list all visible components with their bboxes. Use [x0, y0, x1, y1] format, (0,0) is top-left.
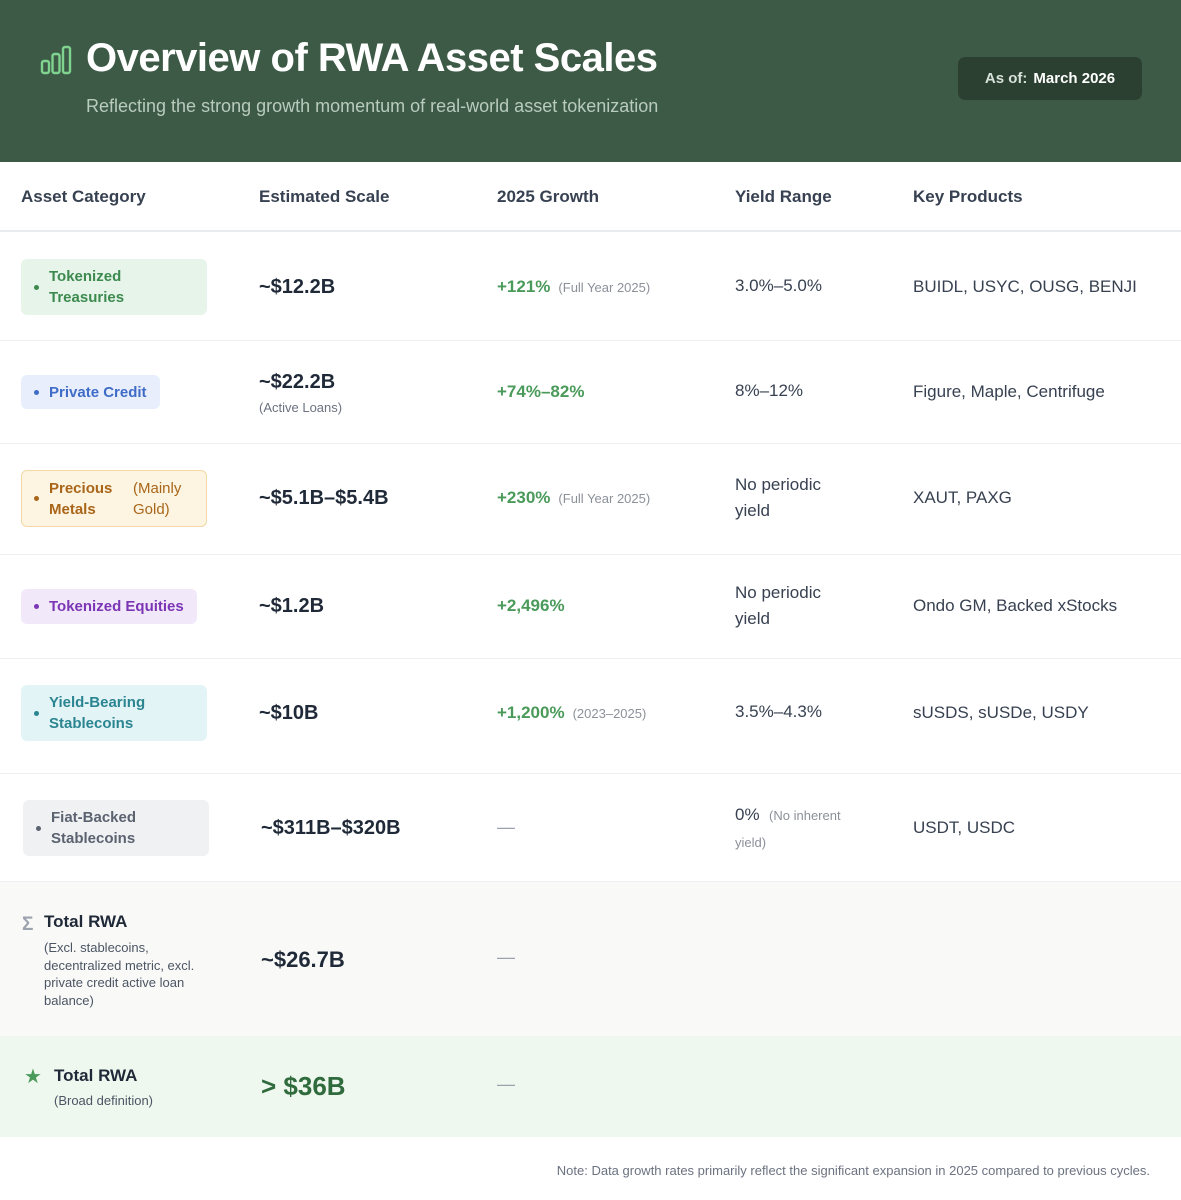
key-products: sUSDS, sUSDe, USDY: [913, 703, 1089, 722]
table-header: Asset Category Estimated Scale 2025 Grow…: [0, 162, 1181, 232]
column-header-asset-category: Asset Category: [21, 187, 146, 206]
growth-note: (Full Year 2025): [558, 280, 651, 295]
yield-range: 3.0%–5.0%: [735, 276, 822, 295]
total-scale: > $36B: [261, 1071, 346, 1101]
category-label: Tokenized Treasuries: [49, 268, 125, 306]
total-note: (Excl. stablecoins, decentralized metric…: [44, 940, 195, 1008]
category-badge: Private Credit: [21, 375, 160, 409]
bar-chart-icon: [40, 45, 72, 75]
growth-percent: +1,200%: [497, 703, 565, 722]
bullet-icon: [34, 389, 39, 395]
yield-range: No periodic yield: [735, 583, 821, 628]
table-row: Fiat-Backed Stablecoins ~$311B–$320B — 0…: [0, 774, 1181, 882]
scale-note: (Active Loans): [259, 400, 343, 415]
growth-value: +2,496%: [497, 596, 565, 616]
bullet-icon: [34, 284, 39, 290]
growth-percent: +121%: [497, 277, 551, 296]
table-row: Tokenized Equities ~$1.2B +2,496% No per…: [0, 555, 1181, 659]
scale-value: ~$10B: [259, 702, 319, 724]
category-label: Fiat-Backed Stablecoins: [51, 809, 137, 847]
yield-value: 0%: [735, 805, 760, 824]
table-row: Tokenized Treasuries ~$12.2B +121% (Full …: [0, 233, 1181, 341]
growth-empty: —: [497, 817, 515, 837]
total-growth-empty: —: [497, 947, 515, 967]
yield-range: No periodic yield: [735, 475, 821, 520]
total-note: (Broad definition): [54, 1093, 153, 1108]
category-label: Yield-Bearing Stablecoins: [49, 694, 146, 732]
bullet-icon: [34, 710, 39, 716]
total-growth-empty: —: [497, 1074, 515, 1094]
total-row-broad: ★ Total RWA (Broad definition) > $36B —: [0, 1036, 1181, 1137]
key-products: Ondo GM, Backed xStocks: [913, 596, 1118, 615]
category-label: Private Credit: [49, 383, 147, 401]
table-row: Private Credit ~$22.2B (Active Loans) +7…: [0, 341, 1181, 444]
growth-percent: +230%: [497, 488, 551, 507]
key-products: USDT, USDC: [913, 818, 1016, 837]
growth-value: +230% (Full Year 2025): [497, 488, 650, 508]
category-badge: Fiat-Backed Stablecoins: [23, 800, 209, 856]
total-label: Total RWA: [44, 912, 128, 931]
growth-percent: +2,496%: [497, 596, 565, 615]
scale-value: ~$22.2B: [259, 371, 336, 393]
growth-value: +121% (Full Year 2025): [497, 277, 650, 297]
category-badge: Tokenized Treasuries: [21, 259, 207, 315]
column-header-estimated-scale: Estimated Scale: [259, 187, 390, 206]
page-subtitle: Reflecting the strong growth momentum of…: [86, 96, 659, 116]
scale-value: ~$1.2B: [259, 595, 325, 617]
yield-note: (No inherent yield): [735, 808, 841, 850]
as-of-value: March 2026: [1033, 70, 1116, 87]
total-scale: ~$26.7B: [261, 947, 345, 972]
column-header-yield-range: Yield Range: [735, 187, 832, 206]
column-header-key-products: Key Products: [913, 187, 1023, 206]
as-of-badge: As of: March 2026: [958, 57, 1142, 100]
as-of-label: As of:: [984, 70, 1028, 87]
category-label: Precious Metals: [49, 479, 113, 518]
growth-note: (Full Year 2025): [558, 491, 651, 506]
footnote: Note: Data growth rates primarily reflec…: [556, 1163, 1150, 1178]
category-sublabel: (Mainly Gold): [133, 479, 182, 518]
category-badge: Yield-Bearing Stablecoins: [21, 685, 207, 741]
table-row: Precious Metals (Mainly Gold) ~$5.1B–$5.…: [0, 444, 1181, 555]
yield-range: 0% (No inherent yield): [735, 802, 865, 856]
key-products: Figure, Maple, Centrifuge: [913, 382, 1105, 401]
key-products: XAUT, PAXG: [913, 488, 1012, 507]
bullet-icon: [34, 496, 39, 501]
page-title: Overview of RWA Asset Scales: [86, 36, 658, 80]
table-row: Yield-Bearing Stablecoins ~$10B +1,200% (…: [0, 659, 1181, 774]
growth-note: (2023–2025): [572, 706, 647, 721]
scale-value: ~$12.2B: [259, 276, 336, 298]
bullet-icon: [34, 604, 39, 609]
total-label: Total RWA: [54, 1066, 138, 1085]
star-icon: ★: [24, 1066, 42, 1088]
category-badge: Precious Metals (Mainly Gold): [21, 470, 207, 527]
yield-range: 8%–12%: [735, 381, 804, 400]
growth-value: +74%–82%: [497, 382, 584, 402]
sigma-icon: Σ: [22, 914, 34, 935]
growth-value: +1,200% (2023–2025): [497, 703, 646, 723]
scale-value: ~$5.1B–$5.4B: [259, 487, 389, 509]
category-label: Tokenized Equities: [49, 598, 184, 615]
column-header-growth: 2025 Growth: [497, 187, 600, 206]
yield-range: 3.5%–4.3%: [735, 702, 822, 721]
scale-value: ~$311B–$320B: [261, 817, 401, 839]
bullet-icon: [36, 825, 41, 831]
total-row-narrow: Σ Total RWA (Excl. stablecoins, decentra…: [0, 882, 1181, 1036]
category-badge: Tokenized Equities: [21, 589, 197, 624]
key-products: BUIDL, USYC, OUSG, BENJI: [913, 277, 1137, 296]
growth-percent: +74%–82%: [497, 382, 585, 401]
page-header: Overview of RWA Asset Scales Reflecting …: [0, 0, 1181, 162]
